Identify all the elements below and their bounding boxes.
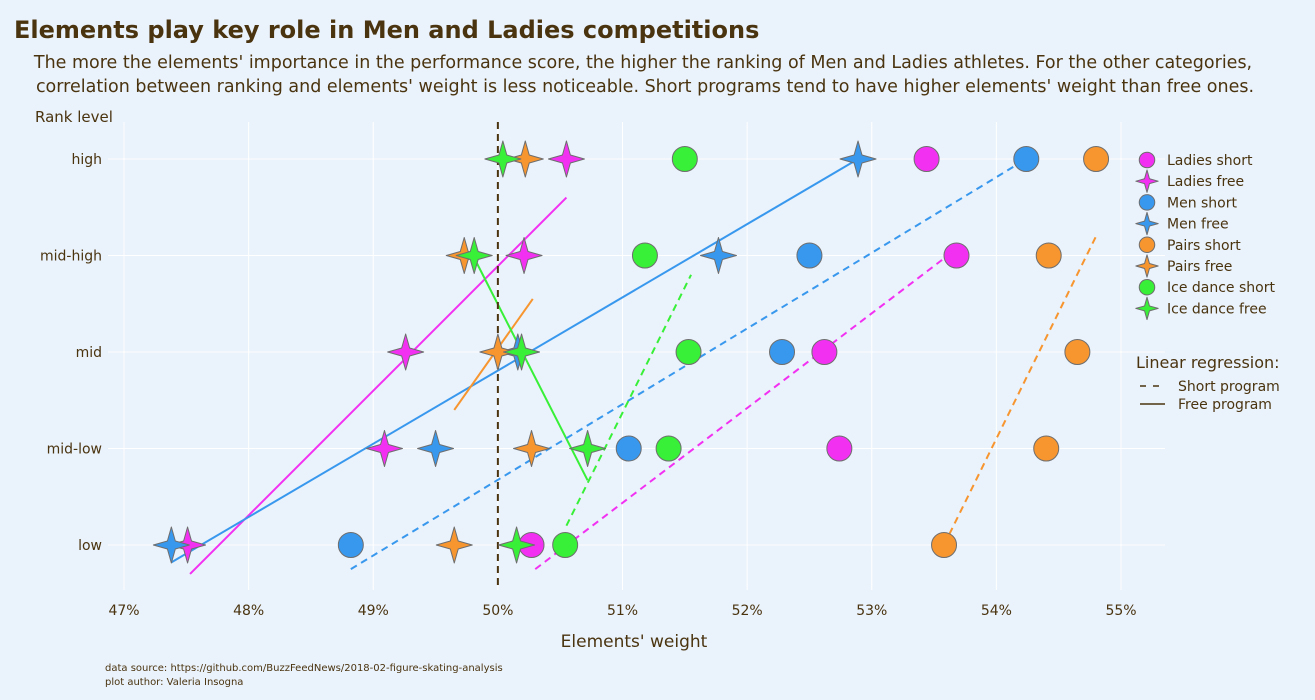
chart-subtitle-line-2: correlation between ranking and elements… — [36, 77, 1254, 97]
marker-ladies-short — [811, 339, 838, 365]
regression-line-dashed-7 — [565, 274, 692, 527]
regression-line-solid-3 — [472, 255, 589, 481]
marker-men-free — [417, 430, 455, 467]
marker-ladies-free — [505, 237, 543, 274]
marker-men-short — [615, 435, 642, 462]
legend-marker — [1138, 194, 1156, 211]
y-tick-label: low — [78, 538, 102, 554]
legend: Ladies short Ladies free Men short Men free… — [1135, 151, 1280, 413]
chart-title: Elements play key role in Men and Ladies… — [14, 16, 759, 44]
y-tick-label: mid-low — [47, 442, 102, 458]
regression-lines — [170, 122, 1097, 590]
marker-ice-dance-short — [655, 435, 682, 462]
legend-marker — [1135, 169, 1159, 193]
marker-men-short — [769, 339, 796, 365]
marker-men-free — [699, 237, 737, 274]
x-tick-label: 47% — [108, 603, 139, 619]
legend-regression-label: Short program — [1178, 379, 1280, 395]
marker-ice-dance-free — [498, 526, 536, 564]
marker-ice-dance-free — [455, 237, 493, 274]
y-tick-label: mid-high — [40, 249, 102, 265]
x-tick-label: 48% — [233, 603, 264, 619]
legend-marker — [1138, 278, 1156, 296]
grid-layer — [108, 122, 1165, 590]
regression-line-dashed-6 — [943, 235, 1097, 546]
legend-marker — [1135, 254, 1159, 278]
legend-label: Ice dance free — [1167, 301, 1267, 317]
marker-ice-dance-short — [675, 339, 702, 365]
legend-marker — [1138, 236, 1156, 254]
legend-label: Ladies free — [1167, 174, 1244, 190]
marker-ladies-short — [913, 146, 940, 172]
legend-marker — [1138, 151, 1156, 169]
footer-plot-author: plot author: Valeria Insogna — [105, 677, 243, 688]
legend-label: Ladies short — [1167, 153, 1253, 169]
legend-label: Men free — [1167, 217, 1229, 233]
x-tick-label: 53% — [856, 603, 887, 619]
marker-men-free — [152, 526, 190, 564]
marker-men-free — [839, 140, 877, 178]
legend-regression-title: Linear regression: — [1136, 353, 1280, 372]
x-tick-label: 54% — [981, 603, 1012, 619]
marker-ladies-free — [387, 333, 425, 371]
data-markers — [152, 140, 1110, 564]
footer-data-source: data source: https://github.com/BuzzFeed… — [105, 663, 503, 674]
marker-pairs-free — [479, 333, 517, 371]
marker-ladies-short — [826, 435, 853, 462]
regression-line-dashed-4 — [534, 257, 945, 570]
marker-men-short — [796, 242, 823, 269]
chart-subtitle-line-1: The more the elements' importance in the… — [33, 53, 1252, 73]
marker-pairs-short — [1064, 339, 1091, 365]
marker-pairs-free — [506, 140, 544, 178]
x-axis-title: Elements' weight — [561, 632, 708, 652]
marker-pairs-free — [513, 430, 551, 467]
legend-label: Pairs free — [1167, 259, 1232, 275]
x-tick-label: 50% — [482, 603, 513, 619]
marker-ice-dance-short — [552, 532, 579, 558]
regression-line-solid-0 — [189, 196, 568, 575]
marker-ice-dance-short — [671, 146, 698, 172]
marker-men-short — [337, 532, 364, 558]
tick-labels: 47% 48% 49% 50% 51% 52% 53% 54% 55% low mid-low mid… — [40, 152, 1137, 619]
x-tick-label: 55% — [1105, 603, 1136, 619]
y-tick-label: mid — [76, 345, 102, 361]
legend-label: Pairs short — [1167, 238, 1241, 254]
x-tick-label: 52% — [732, 603, 763, 619]
marker-pairs-short — [931, 532, 958, 558]
marker-ladies-free — [547, 140, 585, 178]
marker-men-short — [1013, 146, 1040, 172]
x-tick-label: 51% — [607, 603, 638, 619]
marker-ice-dance-free — [484, 140, 522, 178]
y-axis-title: Rank level — [35, 108, 113, 126]
marker-ladies-short — [943, 242, 970, 269]
legend-label: Ice dance short — [1167, 280, 1275, 296]
marker-ice-dance-free — [503, 333, 541, 371]
marker-pairs-short — [1083, 146, 1110, 172]
marker-pairs-free — [435, 526, 473, 564]
x-tick-label: 49% — [358, 603, 389, 619]
marker-pairs-short — [1035, 242, 1062, 269]
legend-marker — [1135, 211, 1159, 236]
legend-marker — [1135, 296, 1159, 321]
y-tick-label: high — [71, 152, 102, 168]
legend-regression-label: Free program — [1178, 397, 1272, 413]
marker-pairs-short — [1033, 435, 1060, 462]
marker-ladies-free — [365, 430, 403, 467]
marker-ice-dance-free — [569, 430, 607, 467]
legend-label: Men short — [1167, 195, 1238, 211]
marker-ice-dance-short — [631, 242, 658, 269]
